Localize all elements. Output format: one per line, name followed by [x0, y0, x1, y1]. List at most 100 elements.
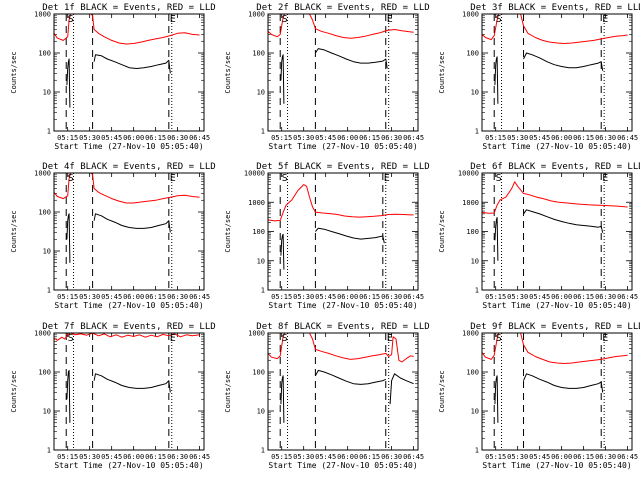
x-tick-label: 06:30 [595, 293, 616, 301]
lld-series-line [268, 333, 414, 363]
x-tick-label: 06:45 [403, 134, 424, 142]
y-tick-label: 10 [257, 408, 265, 416]
x-tick-label: 06:15 [359, 134, 380, 142]
events-series-line [314, 369, 387, 385]
plot-area [482, 14, 628, 104]
lld-series-line [268, 14, 414, 39]
end-marker-label: E [170, 14, 176, 25]
x-tick-label: 05:15 [271, 293, 292, 301]
x-tick-label: 06:30 [381, 453, 402, 461]
x-tick-label: 05:45 [101, 293, 122, 301]
x-tick-label: 06:00 [551, 453, 572, 461]
plot-area [54, 173, 200, 263]
y-tick-label: 10 [43, 408, 51, 416]
y-tick-label: 10 [471, 408, 479, 416]
events-series-line [66, 58, 71, 108]
x-tick-label: 06:45 [403, 293, 424, 301]
y-axis-label: Counts/sec [438, 51, 446, 93]
y-tick-label: 1000 [248, 11, 265, 19]
x-tick-label: 06:45 [189, 453, 210, 461]
plot-frame [481, 172, 633, 291]
y-tick-label: 1000 [462, 330, 479, 338]
x-tick-label: 05:15 [271, 134, 292, 142]
x-tick-label: 06:15 [573, 134, 594, 142]
chart-panel: Det 3f BLACK = Events, RED = LLD Counts/s… [438, 3, 640, 151]
x-tick-label: 06:15 [359, 293, 380, 301]
end-marker-label: E [387, 333, 393, 344]
chart-panel: Det 9f BLACK = Events, RED = LLD Counts/s… [438, 322, 640, 470]
y-tick-label: 100 [252, 50, 265, 58]
end-marker-label: E [602, 173, 608, 184]
x-tick-label: 06:15 [145, 293, 166, 301]
x-tick-label: 05:45 [101, 453, 122, 461]
events-series-line [315, 227, 385, 244]
x-axis-label: Start Time (27-Nov-10 05:05:40) [54, 142, 203, 151]
x-tick-label: 05:45 [529, 453, 550, 461]
y-tick-label: 100 [466, 369, 479, 377]
y-tick-label: 100 [466, 50, 479, 58]
events-series-line [494, 217, 499, 261]
events-series-line [280, 233, 285, 270]
events-series-line [314, 48, 388, 69]
x-tick-label: 06:30 [595, 134, 616, 142]
y-tick-label: 100 [252, 228, 265, 236]
y-tick-label: 1 [47, 447, 51, 455]
plot-frame [267, 13, 419, 132]
y-tick-label: 10 [471, 89, 479, 97]
x-tick-label: 05:30 [293, 134, 314, 142]
y-tick-label: 100 [252, 369, 265, 377]
lld-series-line [54, 333, 200, 341]
events-series-line [93, 54, 171, 74]
y-tick-label: 100 [38, 50, 51, 58]
events-series-line [280, 375, 285, 423]
x-axis-label: Start Time (27-Nov-10 05:05:40) [482, 461, 631, 470]
x-tick-label: 05:15 [57, 453, 78, 461]
lld-series-line [54, 14, 200, 45]
plot-frame [267, 172, 419, 291]
y-axis-label: Counts/sec [438, 210, 446, 252]
y-axis-label: Counts/sec [10, 370, 18, 412]
x-tick-label: 05:15 [485, 453, 506, 461]
events-series-line [280, 54, 285, 104]
start-marker-label: S [282, 333, 288, 344]
events-series-line [66, 369, 71, 423]
start-marker-label: S [496, 333, 502, 344]
x-tick-label: 05:30 [293, 293, 314, 301]
end-marker-label: E [602, 333, 608, 344]
y-axis-label: Counts/sec [224, 51, 232, 93]
x-tick-label: 05:15 [485, 134, 506, 142]
lld-series-line [54, 173, 200, 204]
lld-series-line [482, 14, 628, 44]
plot-area [54, 333, 200, 423]
x-tick-label: 05:30 [79, 293, 100, 301]
events-series-line [66, 213, 71, 263]
end-marker-label: E [384, 173, 390, 184]
chart-panel: Det 4f BLACK = Events, RED = LLD Counts/s… [10, 162, 216, 310]
events-series-line [494, 375, 499, 423]
start-marker-label: S [68, 173, 74, 184]
plot-frame [53, 13, 205, 132]
chart-title: Det 7f BLACK = Events, RED = LLD [42, 322, 215, 332]
chart-panel: Det 2f BLACK = Events, RED = LLD Counts/s… [224, 3, 430, 151]
start-marker-label: S [496, 14, 502, 25]
x-tick-label: 06:00 [123, 453, 144, 461]
x-tick-label: 05:15 [57, 293, 78, 301]
x-tick-label: 05:30 [507, 134, 528, 142]
x-axis-label: Start Time (27-Nov-10 05:05:40) [268, 301, 417, 310]
x-tick-label: 06:00 [551, 293, 572, 301]
y-tick-label: 1 [261, 128, 265, 136]
x-axis-label: Start Time (27-Nov-10 05:05:40) [54, 301, 203, 310]
chart-title: Det 8f BLACK = Events, RED = LLD [256, 322, 429, 332]
x-tick-label: 06:00 [123, 293, 144, 301]
plot-frame [481, 13, 633, 132]
x-tick-label: 06:15 [145, 134, 166, 142]
events-series-line [93, 213, 171, 233]
x-tick-label: 06:30 [381, 293, 402, 301]
y-tick-label: 1000 [34, 11, 51, 19]
chart-title: Det 2f BLACK = Events, RED = LLD [256, 3, 429, 13]
x-tick-label: 06:45 [403, 453, 424, 461]
x-tick-label: 05:15 [57, 134, 78, 142]
plot-frame [53, 172, 205, 291]
y-tick-label: 10 [257, 257, 265, 265]
y-axis-label: Counts/sec [10, 51, 18, 93]
